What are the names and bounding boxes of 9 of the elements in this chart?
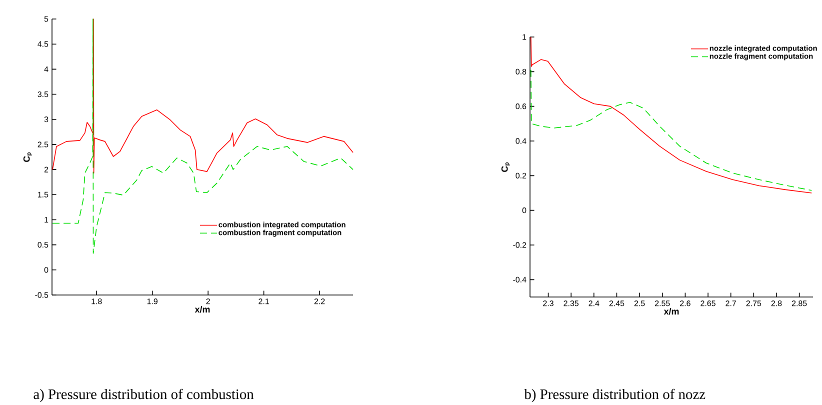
text: a) Pressure distribution of combustion <box>34 388 254 402</box>
line-series <box>52 18 354 254</box>
text: b) Pressure distribution of nozz <box>524 388 706 402</box>
line-series <box>52 18 354 174</box>
y-axis-title: C$_{p}$ <box>23 152 32 162</box>
x-axis-title: x/m <box>664 308 679 315</box>
x-axis-title: x/m <box>194 306 210 313</box>
line-series <box>530 70 812 191</box>
y-axis-title: C$_{p}$ <box>501 162 510 172</box>
